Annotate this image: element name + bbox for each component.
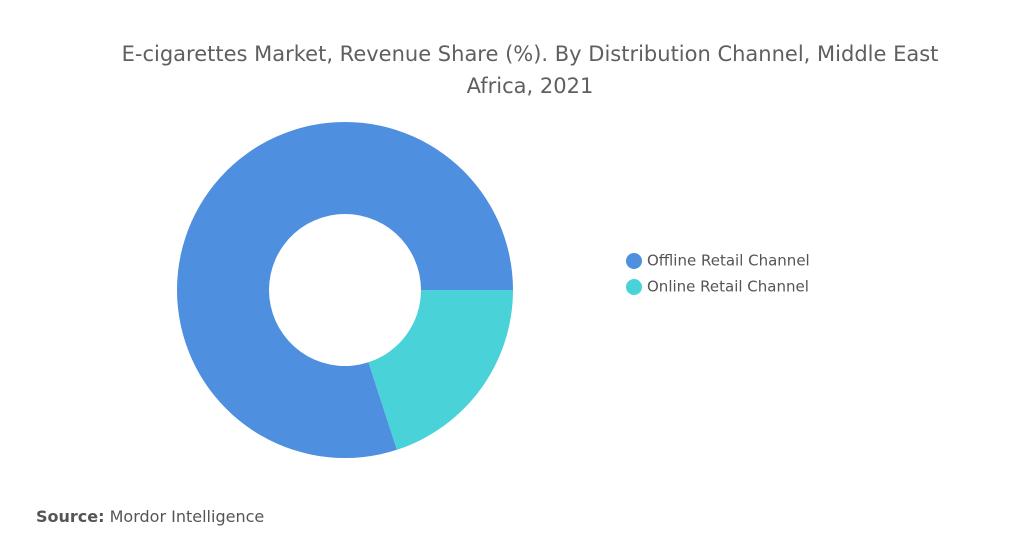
source-label: Source: [36, 507, 105, 526]
donut-segment [368, 290, 513, 450]
source-text: Mordor Intelligence [109, 507, 265, 526]
legend-marker [626, 279, 642, 295]
legend-marker [626, 253, 642, 269]
legend-label: Offline Retail Channel [647, 252, 810, 270]
legend-label: Online Retail Channel [647, 278, 809, 296]
chart-title: E-cigarettes Market, Revenue Share (%). … [121, 42, 939, 98]
donut-segment [177, 122, 513, 458]
source: Source: Mordor Intelligence [36, 507, 264, 526]
